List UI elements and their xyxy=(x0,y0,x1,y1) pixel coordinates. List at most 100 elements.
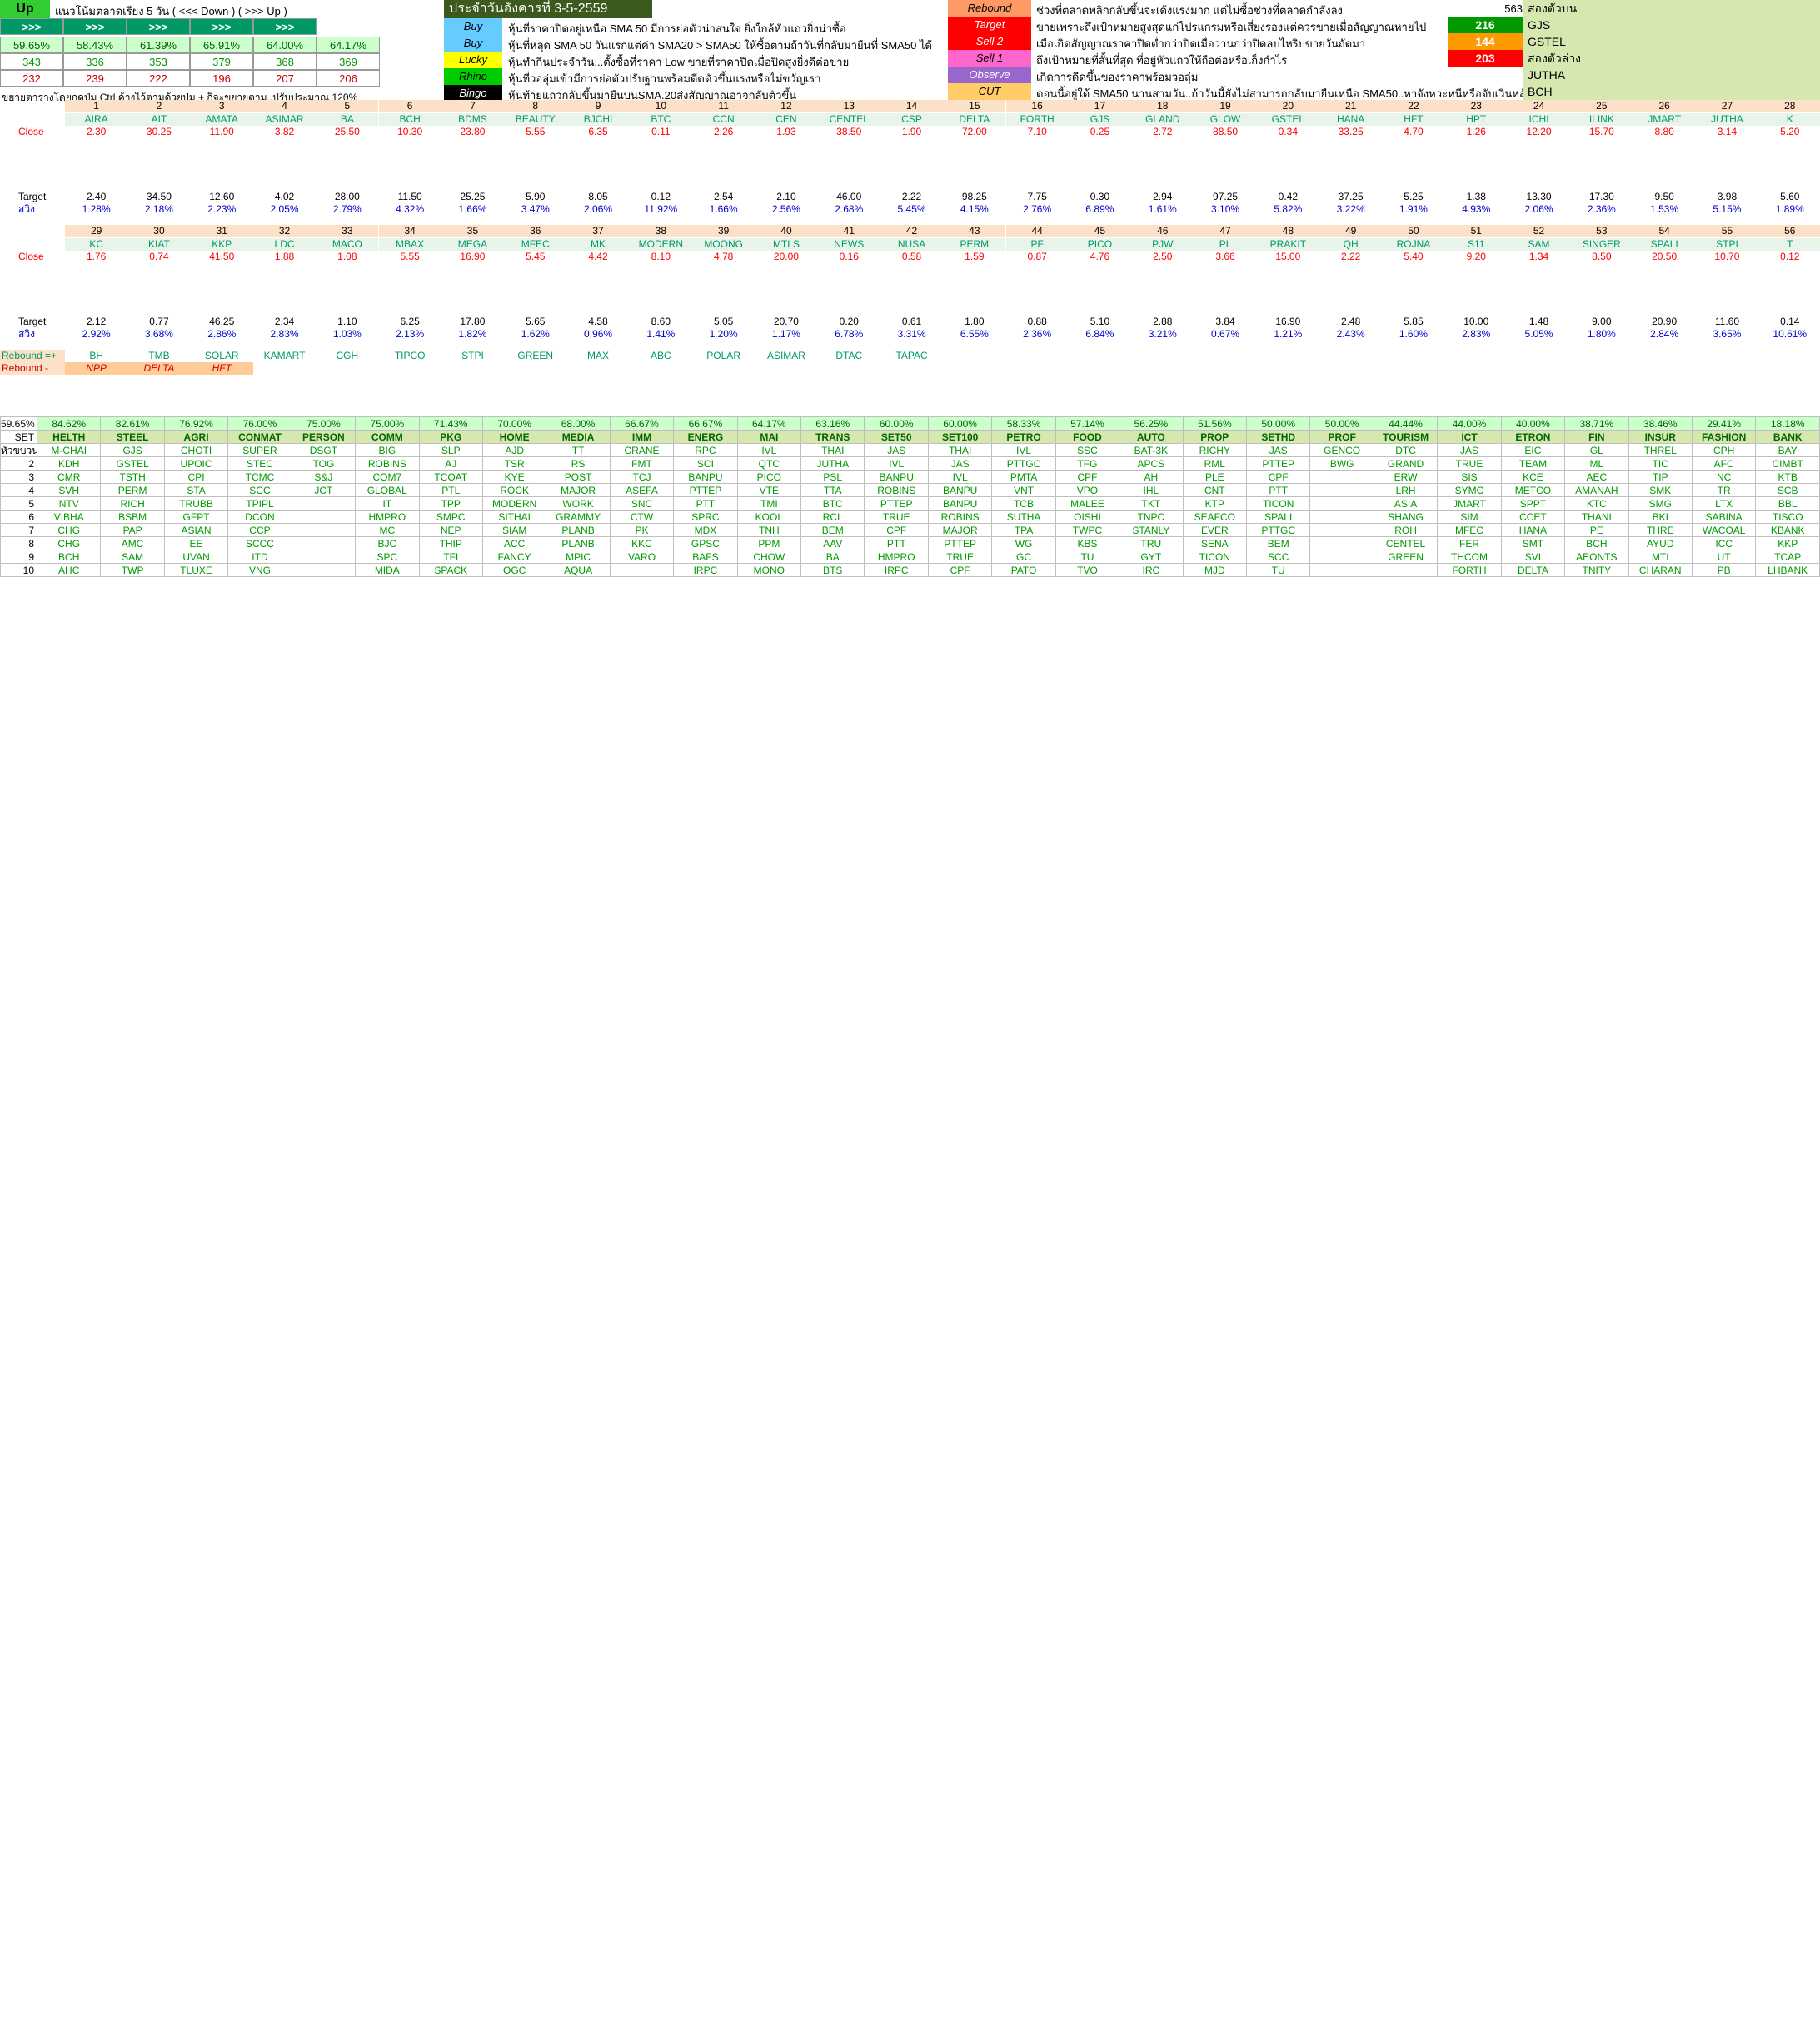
sector-cell: HMPRO xyxy=(355,510,420,524)
sector-cell: TISCO xyxy=(1755,510,1820,524)
sector-cell: COM7 xyxy=(355,470,420,484)
sector-cell: STEEL xyxy=(100,430,165,444)
sector-cell: CHG xyxy=(36,536,102,550)
sector-cell: SVH xyxy=(36,483,102,497)
sector-cell xyxy=(291,563,357,577)
sector-cell: AUTO xyxy=(1119,430,1184,444)
cell-swing: 5.82% xyxy=(1274,203,1303,215)
sector-cell: TWP xyxy=(100,563,165,577)
sector-cell: BJC xyxy=(355,536,420,550)
cell-close: 2.72 xyxy=(1153,126,1173,137)
col-number: 36 xyxy=(504,225,567,237)
legend-tag: Observe xyxy=(948,67,1031,83)
cell-close: 5.40 xyxy=(1404,251,1424,262)
sector-cell: MTI xyxy=(1628,550,1693,564)
col-number: 32 xyxy=(252,225,317,237)
cell-close: 1.08 xyxy=(337,251,357,262)
cell-close: 4.76 xyxy=(1090,251,1110,262)
ticker: GLAND xyxy=(1131,112,1194,126)
row-header: 3 xyxy=(0,470,37,484)
sector-cell: IVL xyxy=(864,456,929,471)
sector-cell: ROBINS xyxy=(864,483,929,497)
sector-cell: SMK xyxy=(1628,483,1693,497)
sector-cell: CHG xyxy=(36,523,102,537)
ticker: AIT xyxy=(127,112,191,126)
sector-cell: KBS xyxy=(1055,536,1120,550)
cell-swing: 1.62% xyxy=(521,328,550,340)
sector-cell: 66.67% xyxy=(609,416,675,431)
cell-swing: 2.92% xyxy=(82,328,111,340)
rebound-up-item: ASIMAR xyxy=(766,350,805,361)
up-count: 353 xyxy=(127,53,190,70)
sector-cell: GL xyxy=(1564,443,1629,457)
sector-cell: PE xyxy=(1564,523,1629,537)
cell-swing: 11.92% xyxy=(644,203,678,215)
cell-swing: 2.86% xyxy=(207,328,237,340)
sector-cell: 84.62% xyxy=(36,416,102,431)
sector-cell: PTT xyxy=(1246,483,1311,497)
legend-text: เกิดการดีดขึ้นของราคาพร้อมวอลุ่ม xyxy=(1036,71,1199,83)
cell-close: 5.20 xyxy=(1780,126,1800,137)
sector-cell: 60.00% xyxy=(927,416,993,431)
sector-cell: FOOD xyxy=(1055,430,1120,444)
ticker: STPI xyxy=(1695,237,1759,251)
summary-label: สองตัวล่าง xyxy=(1523,50,1820,67)
ticker: BJCHI xyxy=(566,112,630,126)
sector-cell: 51.56% xyxy=(1182,416,1248,431)
sector-cell: PTT xyxy=(864,536,929,550)
sector-cell: BAT-3K xyxy=(1119,443,1184,457)
sector-cell: CPH xyxy=(1691,443,1757,457)
sector-cell: TIP xyxy=(1628,470,1693,484)
sector-cell: MODERN xyxy=(481,496,547,510)
sector-cell xyxy=(1309,496,1374,510)
cell-swing: 1.03% xyxy=(332,328,362,340)
sector-cell: GYT xyxy=(1119,550,1184,564)
sector-table: 59.65% 84.62% 82.61% 76.92% 76.00% 75.00% 75.0… xyxy=(0,416,1820,2042)
legend-tag: CUT xyxy=(948,83,1031,100)
row-label: Close xyxy=(18,126,44,137)
sector-cell: PB xyxy=(1691,563,1757,577)
sector-cell: IMM xyxy=(609,430,675,444)
legend-text: หุ้นที่ราคาปิดอยู่เหนือ SMA 50 มีการย่อต… xyxy=(508,22,846,35)
sector-cell: AH xyxy=(1119,470,1184,484)
cell-swing: 2.79% xyxy=(332,203,362,215)
sector-cell: 44.00% xyxy=(1437,416,1502,431)
cell-close: 0.58 xyxy=(901,251,922,262)
cell-target: 2.12 xyxy=(86,315,107,327)
sector-cell: SLP xyxy=(418,443,483,457)
sector-cell: CHARAN xyxy=(1628,563,1693,577)
cell-close: 15.70 xyxy=(1588,126,1614,137)
rebound-up-item: TAPAC xyxy=(895,350,928,361)
cell-swing: 2.76% xyxy=(1023,203,1052,215)
sector-cell: 63.16% xyxy=(800,416,865,431)
sector-cell: BA xyxy=(800,550,865,564)
sector-cell: 56.25% xyxy=(1119,416,1184,431)
rebound-up-item: MAX xyxy=(587,350,610,361)
sector-cell: 40.00% xyxy=(1500,416,1566,431)
row-header: 59.65% xyxy=(0,416,37,431)
sector-cell: PK xyxy=(609,523,675,537)
col-number: 46 xyxy=(1131,225,1194,237)
sector-cell: JCT xyxy=(291,483,357,497)
cell-target: 17.30 xyxy=(1588,190,1614,202)
cell-target: 2.48 xyxy=(1340,315,1361,327)
sector-cell: QTC xyxy=(736,456,802,471)
sector-cell: RICHY xyxy=(1182,443,1248,457)
cell-close: 1.26 xyxy=(1466,126,1486,137)
sector-cell: KDH xyxy=(36,456,102,471)
col-number: 37 xyxy=(566,225,630,237)
trend-arrow: >>> xyxy=(190,18,253,35)
legend-tag: Lucky xyxy=(444,52,502,68)
sector-cell: APCS xyxy=(1119,456,1184,471)
cell-target: 5.10 xyxy=(1090,315,1110,327)
cell-swing: 3.65% xyxy=(1713,328,1742,340)
sector-cell: NTV xyxy=(36,496,102,510)
legend-tag: Sell 1 xyxy=(948,50,1031,67)
legend-text: หุ้นที่หลุด SMA 50 วันแรกแต่ค่า SMA20 > … xyxy=(508,39,932,52)
sector-cell: SMT xyxy=(1500,536,1566,550)
col-number: 50 xyxy=(1382,225,1445,237)
sector-cell: COMM xyxy=(355,430,420,444)
rebound-up-item: BH xyxy=(89,350,103,361)
ticker: DELTA xyxy=(943,112,1006,126)
sector-cell xyxy=(291,510,357,524)
